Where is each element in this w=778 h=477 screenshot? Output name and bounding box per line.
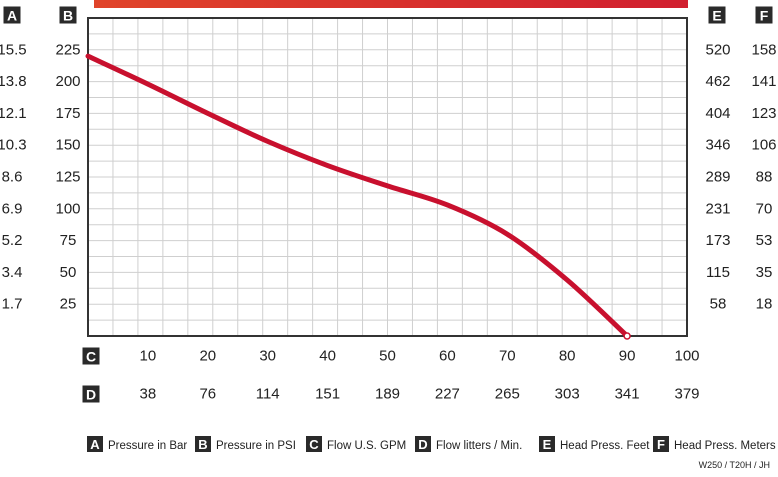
legend-e-letter: E xyxy=(543,437,552,452)
axis-c-tick: 10 xyxy=(140,348,157,365)
axis-e-tick: 231 xyxy=(705,200,730,217)
axis-c-tick: 90 xyxy=(619,348,636,365)
performance-curve xyxy=(85,53,630,339)
axis-e-tick: 58 xyxy=(710,296,727,313)
axis-a-tick: 13.8 xyxy=(0,73,27,90)
legend-label-f: Head Press. Meters xyxy=(674,440,776,452)
legend-label-e: Head Press. Feet xyxy=(560,440,650,452)
axis-e-tick: 462 xyxy=(705,73,730,90)
axis-a-tick: 5.2 xyxy=(2,232,23,249)
axis-c-tick: 70 xyxy=(499,348,516,365)
axis-a-tick: 6.9 xyxy=(2,200,23,217)
legend-f-letter: F xyxy=(657,437,665,452)
axis-a-tick: 12.1 xyxy=(0,105,27,122)
axis-c-header-box xyxy=(82,347,100,365)
legend-f-box xyxy=(653,436,669,452)
axis-b-tick: 200 xyxy=(55,73,80,90)
axis-e-tick: 173 xyxy=(705,232,730,249)
axis-a-header-letter: A xyxy=(7,8,17,24)
axis-e-tick: 404 xyxy=(705,105,730,122)
axis-e-tick: 520 xyxy=(705,41,730,58)
axis-d-header-letter: D xyxy=(86,387,96,403)
axis-f-tick: 18 xyxy=(756,296,773,313)
axis-b-tick: 150 xyxy=(55,137,80,154)
legend-a-letter: A xyxy=(90,437,100,452)
legend-a-box xyxy=(87,436,103,452)
axis-a-tick: 15.5 xyxy=(0,41,27,58)
axis-b-tick: 225 xyxy=(55,41,80,58)
plot-border xyxy=(87,17,688,337)
axis-d-tick: 303 xyxy=(555,386,580,403)
axis-f-tick: 141 xyxy=(751,73,776,90)
curve-end-point xyxy=(623,332,631,340)
axis-b-tick: 125 xyxy=(55,169,80,186)
top-color-band xyxy=(94,0,688,8)
axis-f-header-box xyxy=(755,6,773,24)
axis-d-tick: 379 xyxy=(674,386,699,403)
axis-d-tick: 114 xyxy=(256,386,280,403)
axis-a-tick: 10.3 xyxy=(0,137,27,154)
legend-b-box xyxy=(195,436,211,452)
axis-d-header-box xyxy=(82,385,100,403)
axis-a-tick: 1.7 xyxy=(2,296,23,313)
axis-e-header-letter: E xyxy=(712,8,721,24)
axis-a-header-box xyxy=(3,6,21,24)
legend-e-box xyxy=(539,436,555,452)
axis-f-tick: 70 xyxy=(756,200,773,217)
axis-d-tick: 265 xyxy=(495,386,520,403)
axis-f-header-letter: F xyxy=(760,8,769,24)
axis-c-tick: 100 xyxy=(674,348,699,365)
axis-d-tick: 227 xyxy=(435,386,460,403)
axis-f-tick: 158 xyxy=(751,41,776,58)
axis-d-tick: 341 xyxy=(615,386,640,403)
axis-c-tick: 50 xyxy=(379,348,396,365)
axis-b-tick: 25 xyxy=(60,296,77,313)
legend-d-letter: D xyxy=(418,437,427,452)
legend-c-box xyxy=(306,436,322,452)
legend-label-a: Pressure in Bar xyxy=(108,440,187,452)
legend-c-letter: C xyxy=(309,437,319,452)
legend-label-b: Pressure in PSI xyxy=(216,440,296,452)
axis-a-tick: 8.6 xyxy=(2,169,23,186)
axis-c-tick: 40 xyxy=(319,348,336,365)
legend-b-letter: B xyxy=(198,437,207,452)
axis-f-tick: 88 xyxy=(756,169,773,186)
axis-d-tick: 76 xyxy=(199,386,216,403)
axis-b-tick: 75 xyxy=(60,232,77,249)
axis-b-tick: 175 xyxy=(55,105,80,122)
legend-d-box xyxy=(415,436,431,452)
axis-d-tick: 151 xyxy=(315,386,340,403)
axis-b-tick: 100 xyxy=(55,200,80,217)
axis-d-tick: 189 xyxy=(375,386,400,403)
axis-e-header-box xyxy=(708,6,726,24)
axis-c-header-letter: C xyxy=(86,349,96,365)
axis-b-tick: 50 xyxy=(60,264,77,281)
axis-f-tick: 123 xyxy=(751,105,776,122)
axis-e-tick: 115 xyxy=(706,264,730,281)
axis-c-tick: 80 xyxy=(559,348,576,365)
axis-f-tick: 35 xyxy=(756,264,773,281)
axis-a-tick: 3.4 xyxy=(2,264,23,281)
axis-b-header-box xyxy=(59,6,77,24)
axis-b-header-letter: B xyxy=(63,8,73,24)
axis-c-tick: 20 xyxy=(199,348,216,365)
axis-c-tick: 60 xyxy=(439,348,456,365)
legend-label-c: Flow U.S. GPM xyxy=(327,440,406,452)
axis-f-tick: 53 xyxy=(756,232,773,249)
axis-d-tick: 38 xyxy=(140,386,157,403)
axis-e-tick: 289 xyxy=(705,169,730,186)
axis-c-tick: 30 xyxy=(259,348,276,365)
model-footnote: W250 / T20H / JH xyxy=(699,460,770,470)
axis-e-tick: 346 xyxy=(705,137,730,154)
legend-label-d: Flow litters / Min. xyxy=(436,440,522,452)
axis-f-tick: 106 xyxy=(751,137,776,154)
